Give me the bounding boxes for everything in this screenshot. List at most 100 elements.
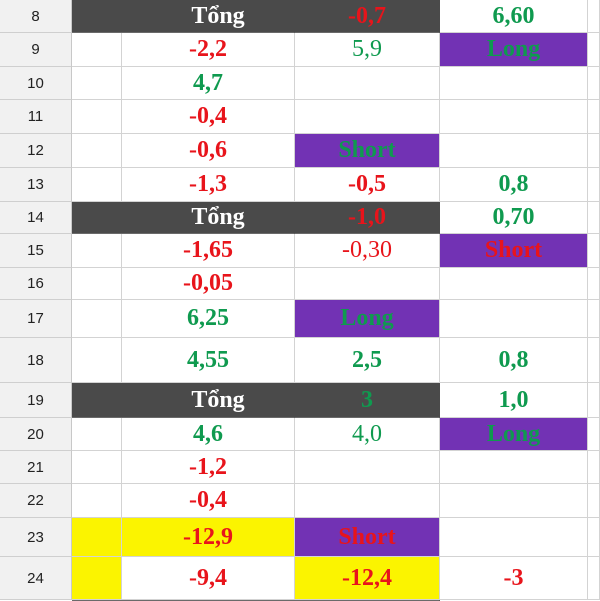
cell[interactable] [588, 0, 600, 33]
cell[interactable] [72, 268, 122, 300]
cell[interactable] [72, 418, 122, 451]
cell[interactable] [295, 451, 440, 484]
row-header[interactable]: 10 [0, 67, 72, 100]
cell[interactable] [72, 234, 122, 268]
cell[interactable] [440, 67, 588, 100]
cell[interactable] [72, 168, 122, 202]
cell[interactable] [72, 33, 122, 67]
value-cell[interactable]: -0,4 [122, 100, 295, 134]
signal-badge-cell[interactable]: Short [295, 134, 440, 168]
row-header[interactable]: 16 [0, 268, 72, 300]
row-header[interactable]: 21 [0, 451, 72, 484]
row-header[interactable]: 22 [0, 484, 72, 518]
cell[interactable] [588, 268, 600, 300]
total-value-cell[interactable]: 3 [295, 383, 440, 418]
value-cell[interactable]: -0,4 [122, 484, 295, 518]
value-cell[interactable]: -1,65 [122, 234, 295, 268]
value-cell[interactable]: -9,4 [122, 557, 295, 600]
value-cell[interactable]: -0,6 [122, 134, 295, 168]
row-header[interactable]: 24 [0, 557, 72, 600]
cell[interactable] [440, 518, 588, 557]
cell[interactable] [588, 518, 600, 557]
cell[interactable] [588, 202, 600, 234]
cell[interactable] [588, 484, 600, 518]
signal-badge-cell[interactable]: Long [295, 300, 440, 338]
cell[interactable] [72, 557, 122, 600]
signal-badge-cell[interactable]: Long [440, 418, 588, 451]
cell[interactable] [588, 134, 600, 168]
total-label-cell[interactable]: Tổng [72, 383, 295, 418]
value-cell[interactable]: -12,9 [122, 518, 295, 557]
cell[interactable] [440, 134, 588, 168]
cell[interactable] [440, 268, 588, 300]
value-cell[interactable]: 4,7 [122, 67, 295, 100]
row-header[interactable]: 11 [0, 100, 72, 134]
cell[interactable] [72, 67, 122, 100]
signal-badge-cell[interactable]: Long [440, 33, 588, 67]
total-result-cell[interactable]: 6,60 [440, 0, 588, 33]
value-cell[interactable]: 4,55 [122, 338, 295, 383]
cell[interactable] [588, 234, 600, 268]
value-cell[interactable]: -0,5 [295, 168, 440, 202]
value-cell[interactable]: 4,0 [295, 418, 440, 451]
cell[interactable] [588, 451, 600, 484]
value-cell[interactable]: -0,05 [122, 268, 295, 300]
cell[interactable] [72, 134, 122, 168]
total-value-cell[interactable]: -0,7 [295, 0, 440, 33]
value-cell[interactable]: -1,3 [122, 168, 295, 202]
cell[interactable] [295, 268, 440, 300]
signal-badge-cell[interactable]: Short [440, 234, 588, 268]
row-header[interactable]: 8 [0, 0, 72, 33]
value-cell[interactable]: 2,5 [295, 338, 440, 383]
cell[interactable] [588, 300, 600, 338]
total-value-cell[interactable]: -1,0 [295, 202, 440, 234]
signal-badge-cell[interactable]: Short [295, 518, 440, 557]
total-result-cell[interactable]: 0,70 [440, 202, 588, 234]
cell[interactable] [72, 484, 122, 518]
value-cell[interactable]: 6,25 [122, 300, 295, 338]
cell[interactable] [440, 300, 588, 338]
cell[interactable] [72, 100, 122, 134]
total-label-cell[interactable]: Tổng [72, 0, 295, 33]
value-cell[interactable]: 0,8 [440, 168, 588, 202]
cell[interactable] [588, 338, 600, 383]
value-cell[interactable]: -1,2 [122, 451, 295, 484]
value-cell[interactable]: 4,6 [122, 418, 295, 451]
row-header[interactable]: 19 [0, 383, 72, 418]
value-cell[interactable]: 5,9 [295, 33, 440, 67]
row-header[interactable]: 17 [0, 300, 72, 338]
value-cell[interactable]: -3 [440, 557, 588, 600]
cell[interactable] [588, 418, 600, 451]
cell[interactable] [295, 67, 440, 100]
row-header[interactable]: 20 [0, 418, 72, 451]
value-cell[interactable]: -12,4 [295, 557, 440, 600]
value-cell[interactable]: -0,30 [295, 234, 440, 268]
cell[interactable] [72, 451, 122, 484]
cell[interactable] [588, 383, 600, 418]
cell[interactable] [72, 518, 122, 557]
row-header[interactable]: 14 [0, 202, 72, 234]
row-header[interactable]: 12 [0, 134, 72, 168]
row-header[interactable]: 13 [0, 168, 72, 202]
cell[interactable] [588, 67, 600, 100]
row-header[interactable]: 9 [0, 33, 72, 67]
value-cell[interactable]: -2,2 [122, 33, 295, 67]
cell[interactable] [588, 33, 600, 67]
cell[interactable] [295, 484, 440, 518]
cell[interactable] [440, 100, 588, 134]
row-header[interactable]: 23 [0, 518, 72, 557]
cell[interactable] [72, 300, 122, 338]
total-label-cell[interactable]: Tổng [72, 202, 295, 234]
row-header[interactable]: 15 [0, 234, 72, 268]
cell[interactable] [72, 338, 122, 383]
cell[interactable] [588, 168, 600, 202]
value-cell[interactable]: 0,8 [440, 338, 588, 383]
cell[interactable] [588, 100, 600, 134]
row-header[interactable]: 18 [0, 338, 72, 383]
cell[interactable] [440, 451, 588, 484]
cell[interactable] [440, 484, 588, 518]
total-result-cell[interactable]: 1,0 [440, 383, 588, 418]
cell[interactable] [295, 100, 440, 134]
cell[interactable] [588, 557, 600, 600]
